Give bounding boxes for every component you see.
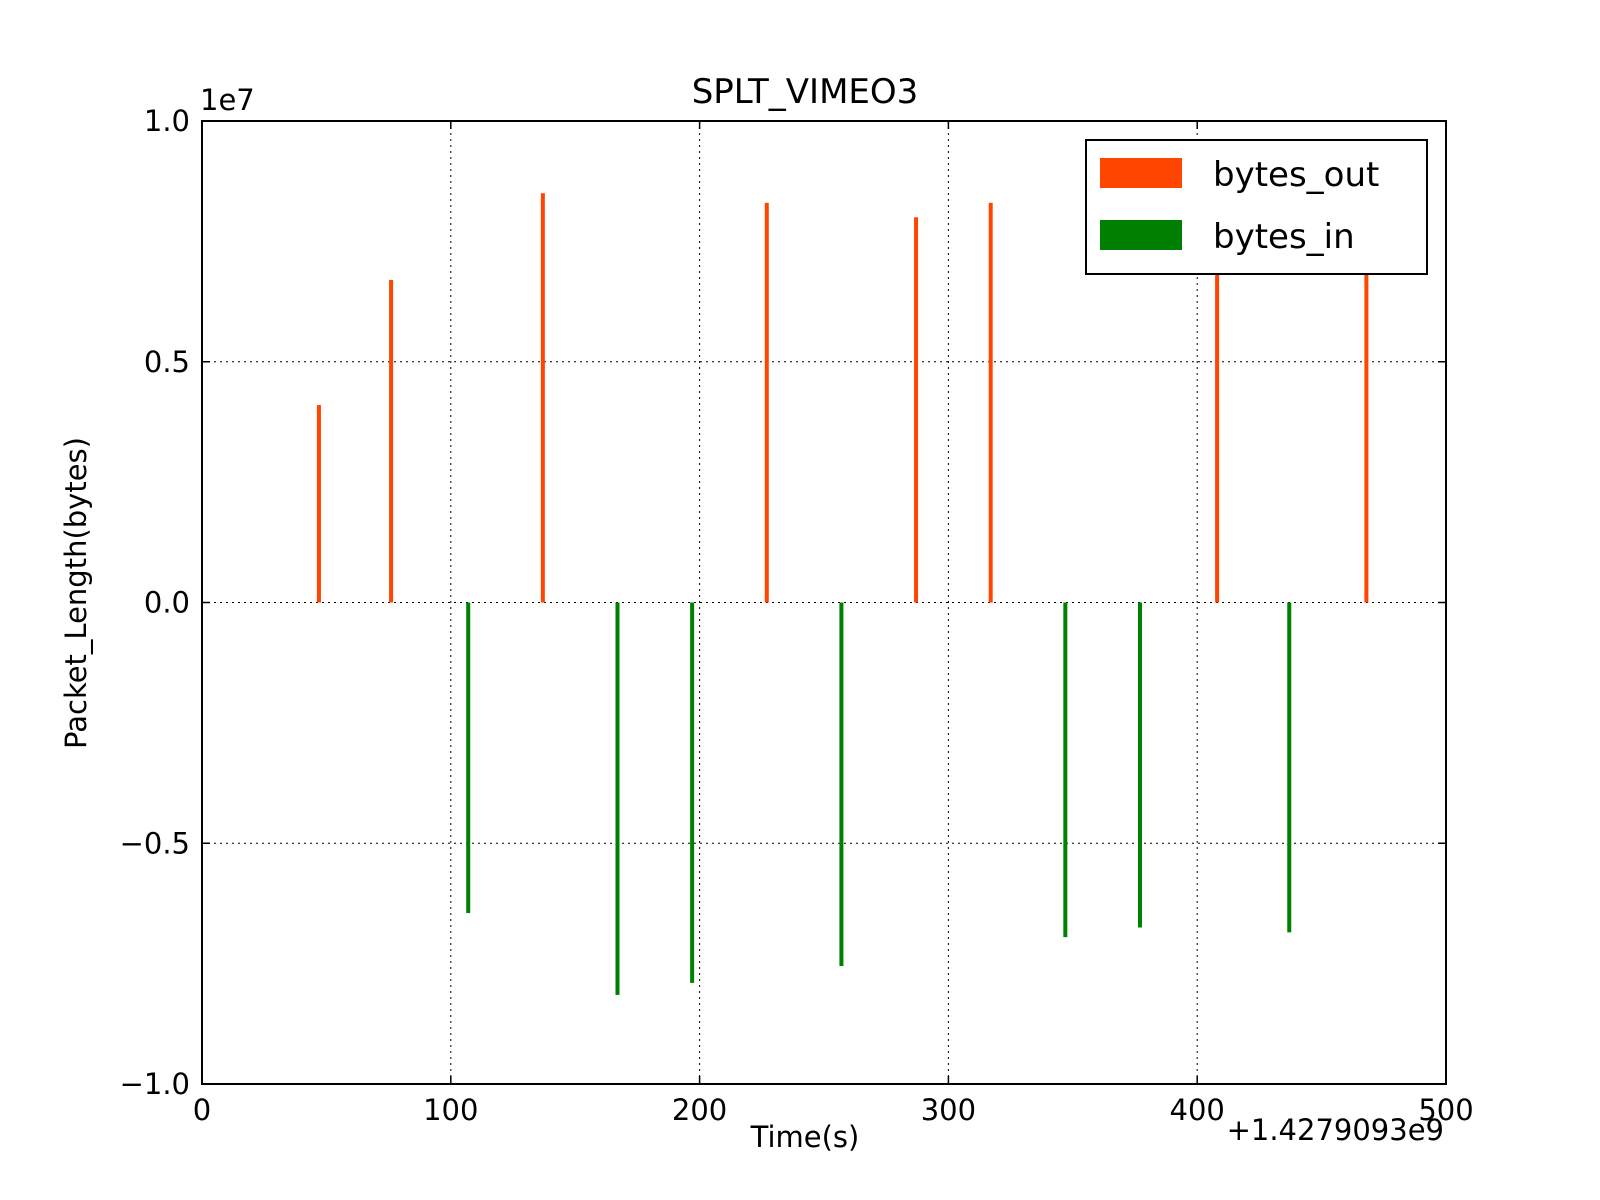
bar-bytes-out [988,202,993,603]
legend-label-bytes-out: bytes_out [1213,155,1379,195]
legend-swatch-bytes-out [1100,158,1182,188]
bar-bytes-in [1137,602,1142,928]
y-axis-label: Packet_Length(bytes) [59,437,93,749]
bar-bytes-out [1215,255,1220,603]
bar-bytes-out [540,193,545,603]
y-tick-label: 0.0 [144,586,190,620]
x-tick-label: 500 [1418,1093,1473,1127]
ticks-layer: 0 100 200 300 400 500 1.0 0.5 0.0 −0.5 −1.0 [120,104,1474,1127]
bar-bytes-out [316,405,321,603]
bar-bytes-in [615,602,620,995]
y-tick-label: −1.0 [120,1067,190,1101]
bar-bytes-out [914,217,919,603]
bars-layer [316,193,1369,995]
grid-layer [202,121,1446,1084]
x-tick-label: 300 [921,1093,976,1127]
bar-bytes-in [1287,602,1292,933]
y-tick-label: 1.0 [144,104,190,138]
y-scale-text: 1e7 [200,83,255,117]
x-tick-label: 200 [672,1093,727,1127]
x-offset-text: +1.4279093e9 [1227,1113,1444,1147]
bar-bytes-in [1063,602,1068,938]
bar-bytes-in [839,602,844,967]
x-tick-label: 0 [193,1093,211,1127]
bar-bytes-in [466,602,471,914]
legend: bytes_out bytes_in [1085,139,1428,275]
y-tick-label: 0.5 [144,345,190,379]
bar-bytes-in [690,602,695,983]
bar-bytes-out [389,279,394,603]
y-tick-label: −0.5 [120,826,190,860]
x-tick-label: 400 [1170,1093,1225,1127]
chart-title: SPLT_VIMEO3 [692,72,919,112]
legend-swatch-bytes-in [1100,220,1182,250]
x-axis-label: Time(s) [750,1120,860,1154]
legend-label-bytes-in: bytes_in [1213,217,1355,257]
bar-bytes-out [764,202,769,603]
bar-bytes-out [1364,255,1369,603]
x-tick-label: 100 [423,1093,478,1127]
